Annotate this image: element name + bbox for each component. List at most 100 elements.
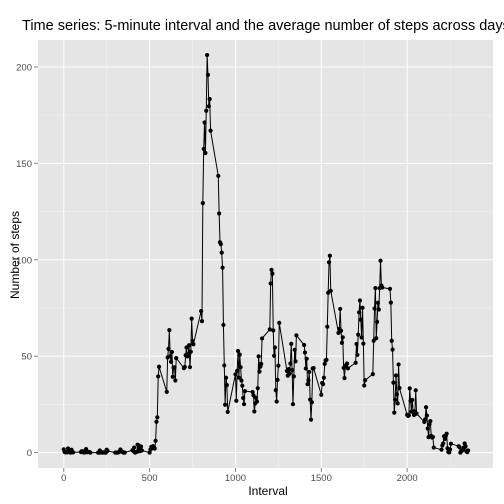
data-point <box>308 417 314 422</box>
data-point <box>302 350 308 355</box>
data-point <box>220 265 225 270</box>
data-point <box>268 281 273 286</box>
data-point <box>387 286 393 291</box>
data-point <box>223 375 229 380</box>
data-point <box>223 402 228 407</box>
data-point <box>204 108 209 113</box>
data-point <box>201 146 206 152</box>
data-point <box>71 450 76 455</box>
data-point <box>357 298 363 303</box>
data-point <box>338 306 343 312</box>
data-point <box>200 201 205 206</box>
data-point <box>139 448 144 453</box>
data-point <box>327 253 332 258</box>
data-point <box>309 400 314 405</box>
data-point <box>378 258 383 263</box>
data-point <box>439 447 444 452</box>
data-point <box>319 392 324 397</box>
data-point <box>448 441 454 446</box>
data-point <box>189 316 194 321</box>
data-point <box>173 378 178 383</box>
data-point <box>202 120 207 125</box>
data-point <box>241 402 247 407</box>
data-point <box>360 305 365 310</box>
data-point <box>344 361 350 366</box>
data-point <box>271 353 277 358</box>
data-point <box>276 363 281 368</box>
y-axis: 0 50 100 150 200 <box>16 62 38 459</box>
data-point <box>225 409 230 414</box>
data-point <box>239 378 244 383</box>
data-point <box>199 308 204 314</box>
data-point <box>237 352 242 357</box>
data-point <box>413 388 418 393</box>
data-point <box>389 338 394 343</box>
data-point <box>339 340 345 345</box>
data-point <box>373 286 378 291</box>
data-point <box>274 399 279 404</box>
data-point <box>321 375 326 380</box>
data-point <box>290 402 296 407</box>
data-point <box>356 310 362 315</box>
data-point <box>236 375 241 380</box>
data-point <box>375 319 380 324</box>
data-point <box>277 320 282 325</box>
data-point <box>423 417 428 422</box>
data-point <box>255 386 260 391</box>
data-point <box>217 211 222 216</box>
data-point <box>273 388 278 393</box>
data-point <box>267 327 272 332</box>
data-point <box>390 347 395 352</box>
data-point <box>168 354 173 359</box>
data-point <box>152 446 157 451</box>
data-point <box>342 376 347 381</box>
data-point <box>250 389 255 395</box>
data-point <box>370 372 375 377</box>
data-point <box>392 410 397 415</box>
data-point <box>324 357 329 362</box>
y-tick-label: 0 <box>27 448 32 459</box>
data-point <box>289 341 294 346</box>
data-point <box>353 360 358 365</box>
chart-title: Time series: 5-minute interval and the a… <box>22 18 504 34</box>
data-point <box>187 365 193 370</box>
data-point <box>286 367 291 372</box>
data-point <box>376 307 381 312</box>
data-point <box>205 52 210 58</box>
data-point <box>256 354 261 359</box>
data-point <box>391 380 396 385</box>
data-point <box>359 335 364 340</box>
data-point <box>396 362 401 367</box>
data-point <box>208 128 213 133</box>
data-point <box>287 371 292 376</box>
data-point <box>216 173 221 179</box>
data-point <box>463 444 468 449</box>
data-point <box>410 397 415 403</box>
data-point <box>294 333 299 338</box>
data-point <box>156 374 161 379</box>
data-point <box>356 332 361 337</box>
data-point <box>326 260 332 265</box>
data-point <box>199 318 205 324</box>
data-point <box>219 250 224 255</box>
data-point <box>338 328 344 333</box>
data-point <box>241 395 246 401</box>
data-point <box>240 383 245 388</box>
data-point <box>328 288 333 293</box>
data-point <box>288 361 293 366</box>
data-point <box>362 383 367 388</box>
y-tick-label: 100 <box>16 255 32 266</box>
plot-panel <box>38 40 493 468</box>
y-axis-title: Number of steps <box>8 211 22 299</box>
data-point <box>311 366 316 371</box>
data-point <box>168 359 174 364</box>
data-point <box>172 365 177 370</box>
data-point <box>380 285 385 290</box>
data-point <box>156 364 162 369</box>
data-point <box>358 317 363 322</box>
data-point <box>132 445 137 450</box>
x-tick-label: 0 <box>61 473 66 484</box>
data-point <box>431 445 436 450</box>
data-point <box>174 356 179 361</box>
